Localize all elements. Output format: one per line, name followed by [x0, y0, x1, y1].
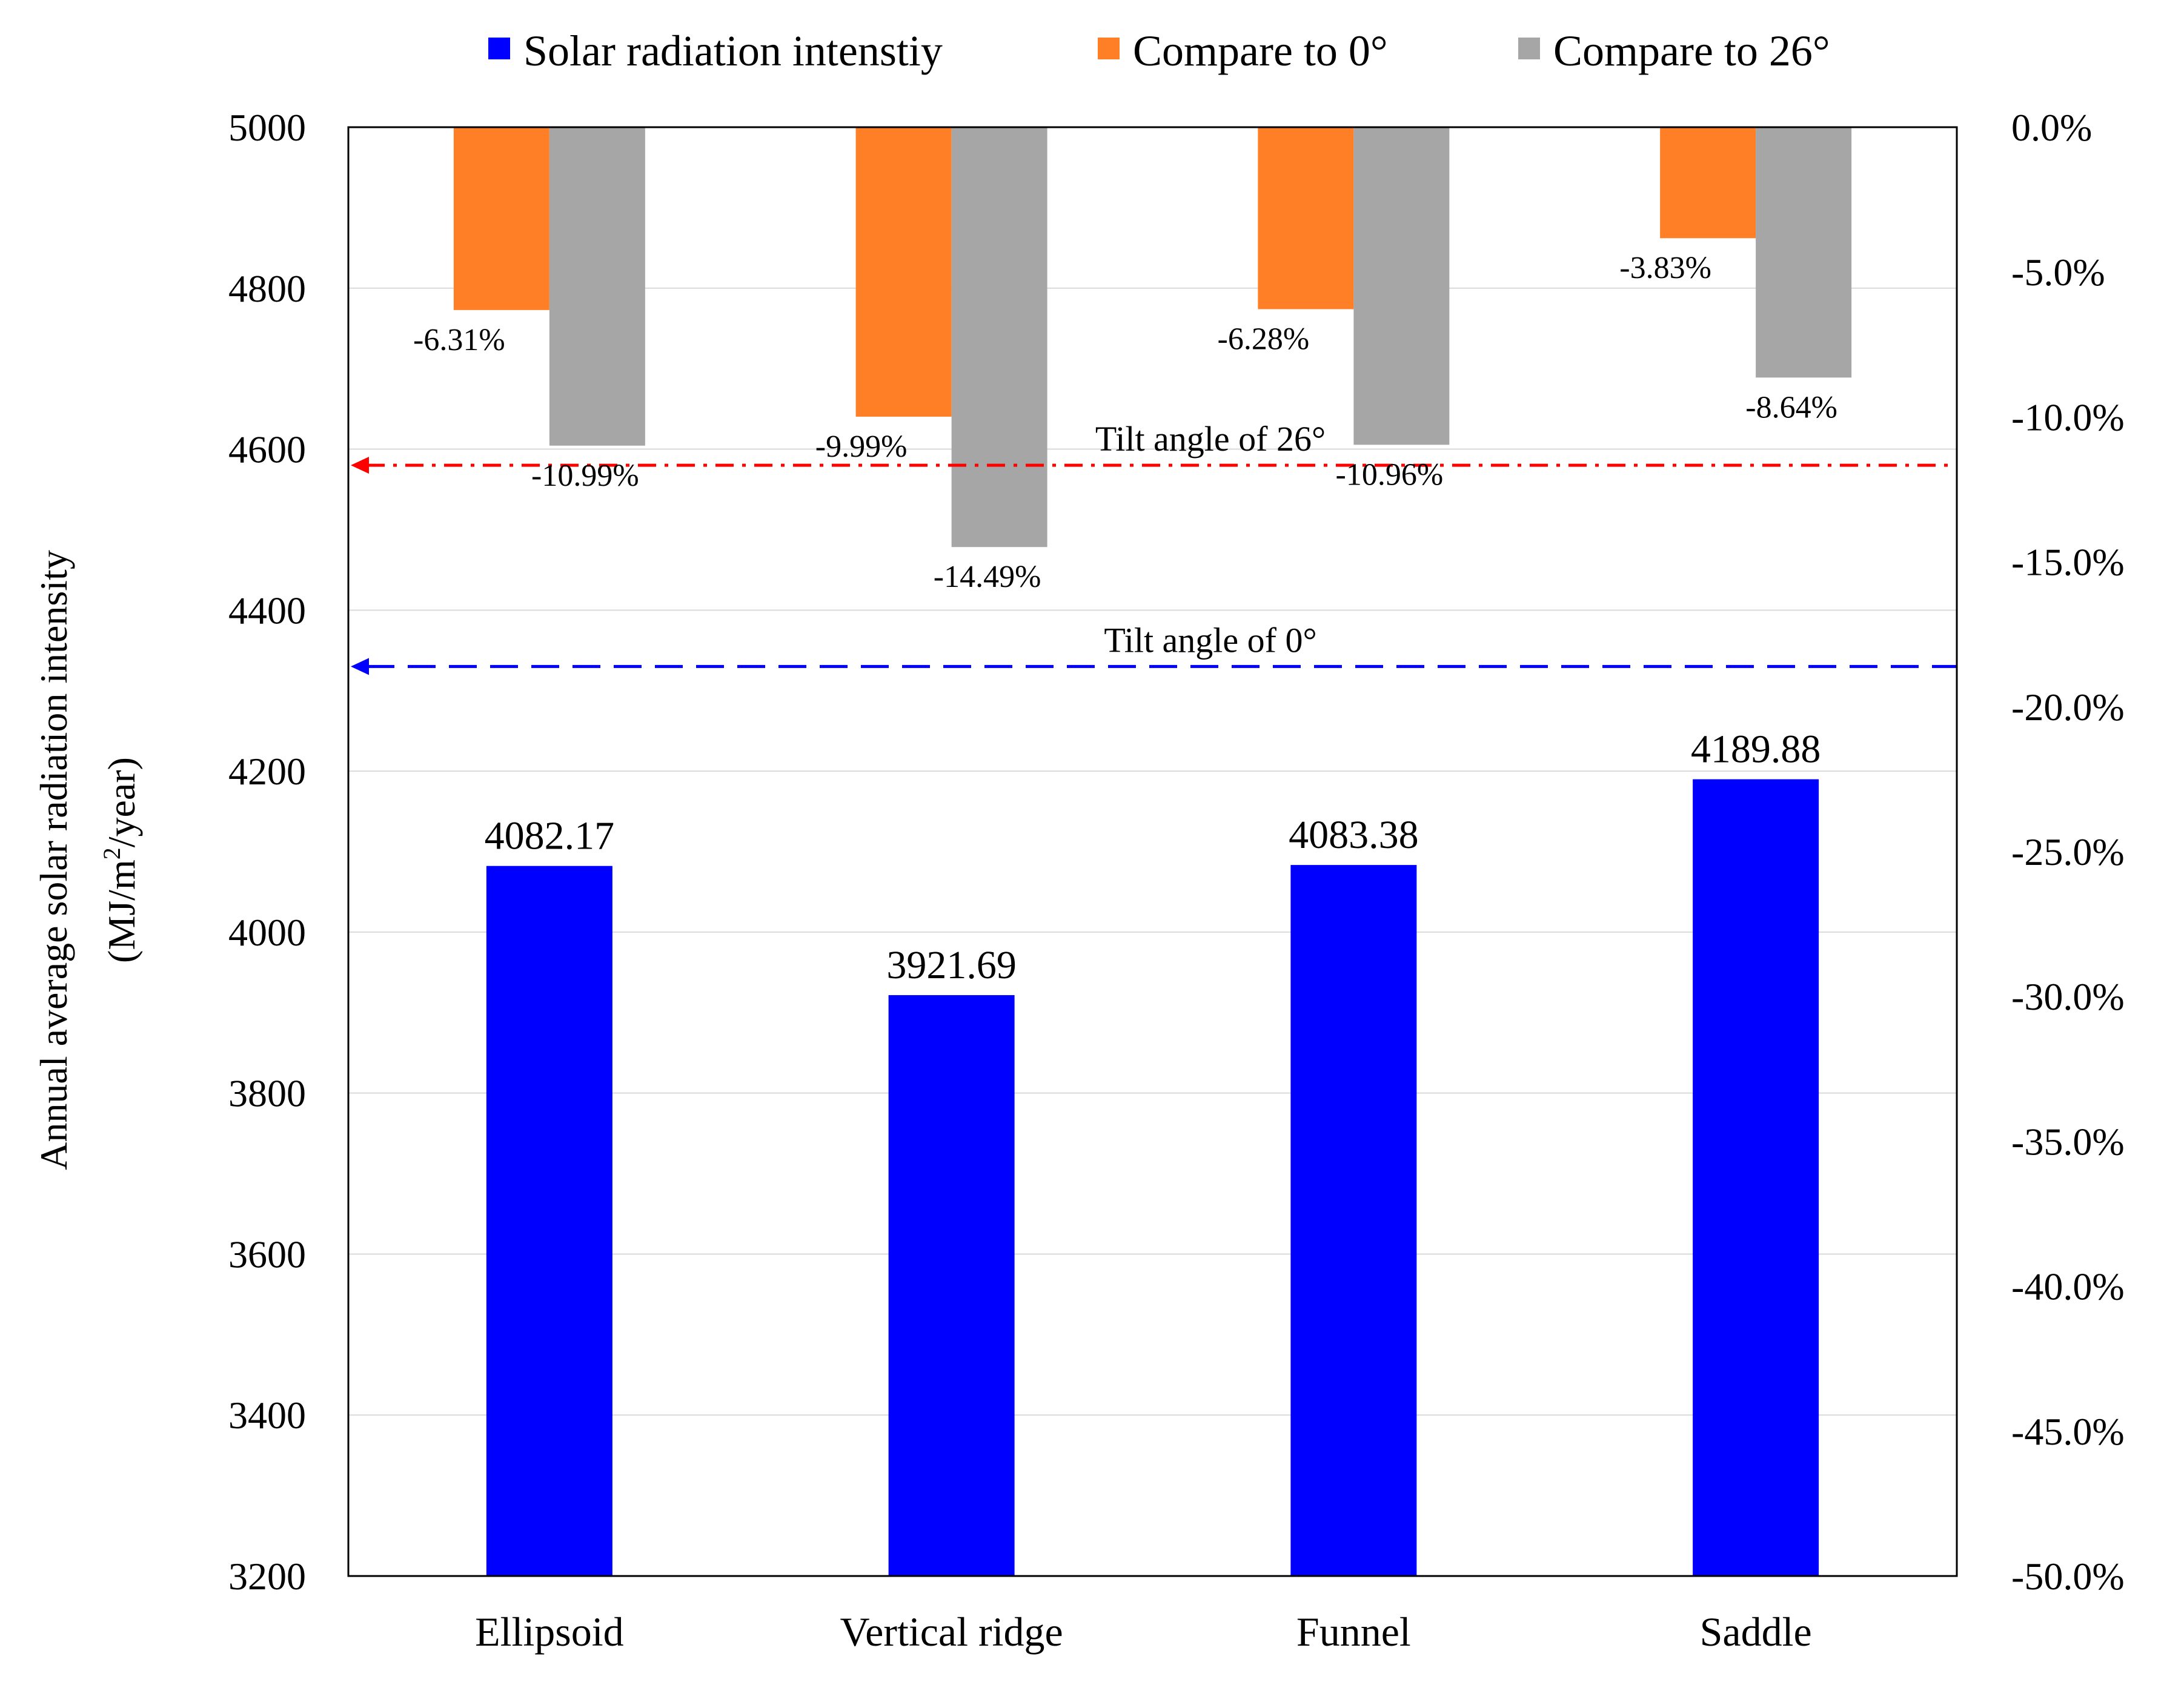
- y-right-tick-label: -25.0%: [2011, 830, 2125, 873]
- y-right-tick-label: -10.0%: [2011, 396, 2125, 439]
- bar-solar-radiation: [1290, 865, 1417, 1576]
- legend-label-solar: Solar radiation intenstiy: [523, 27, 943, 75]
- legend-label-compare-0: Compare to 0°: [1133, 27, 1388, 75]
- pct-label-compare-26: -10.99%: [531, 459, 639, 493]
- y-right-tick-label: -35.0%: [2011, 1120, 2125, 1163]
- bar-compare-26: [1756, 127, 1852, 378]
- bar-compare-26: [951, 127, 1047, 548]
- reference-line-label: Tilt angle of 0°: [1104, 620, 1316, 660]
- value-label-solar: 4189.88: [1691, 727, 1821, 772]
- plot-frame: [347, 126, 1958, 1577]
- y-right-tick-label: -30.0%: [2011, 975, 2125, 1018]
- x-category-label: Ellipsoid: [475, 1609, 624, 1655]
- pct-label-compare-26: -10.96%: [1336, 457, 1444, 492]
- y-left-tick-label: 4200: [228, 750, 306, 793]
- bar-compare-26: [549, 127, 645, 446]
- y-axis-title-unit-a: (MJ/m: [100, 859, 143, 963]
- y-right-tick-label: -40.0%: [2011, 1265, 2125, 1308]
- y-left-tick-label: 3200: [228, 1555, 306, 1598]
- y-axis-title-line2: (MJ/m2/year): [98, 757, 143, 963]
- legend-label-compare-26: Compare to 26°: [1553, 27, 1830, 75]
- y-axis-title-line1: Annual average solar radiation intensity: [32, 550, 75, 1170]
- reference-line-arrowhead: [351, 658, 369, 675]
- x-category-label: Saddle: [1700, 1609, 1812, 1655]
- bar-compare-0: [1660, 127, 1756, 239]
- legend-swatch-compare-0: [1098, 38, 1120, 59]
- legend-swatch-compare-26: [1518, 38, 1540, 59]
- x-category-label: Vertical ridge: [840, 1609, 1063, 1655]
- bar-compare-0: [1258, 127, 1354, 310]
- bar-compare-0: [855, 127, 952, 417]
- y-right-tick-label: -45.0%: [2011, 1410, 2125, 1453]
- y-right-tick-label: -50.0%: [2011, 1555, 2125, 1598]
- reference-line-label: Tilt angle of 26°: [1095, 419, 1326, 459]
- y-right-tick-label: -5.0%: [2011, 251, 2105, 294]
- pct-label-compare-26: -14.49%: [934, 560, 1041, 594]
- pct-label-compare-26: -8.64%: [1745, 390, 1837, 425]
- y-right-tick-label: -15.0%: [2011, 541, 2125, 584]
- bars: [453, 127, 1852, 1576]
- y-left-tick-label: 3400: [228, 1394, 306, 1437]
- legend: Solar radiation intenstiy Compare to 0° …: [488, 27, 1830, 75]
- value-label-solar: 4082.17: [485, 814, 615, 858]
- y-axis-title: Annual average solar radiation intensity…: [32, 550, 143, 1170]
- y-left-tick-label: 4800: [228, 267, 306, 310]
- reference-lines: [351, 457, 1957, 675]
- value-label-solar: 3921.69: [886, 943, 1017, 987]
- y-left-tick-label: 3600: [228, 1233, 306, 1276]
- bar-solar-radiation: [1693, 779, 1819, 1576]
- value-label-solar: 4083.38: [1289, 813, 1419, 857]
- x-category-label: Funnel: [1296, 1609, 1411, 1655]
- y-axis-title-unit-sup: 2: [98, 847, 125, 859]
- pct-label-compare-0: -9.99%: [815, 429, 908, 464]
- y-right-tick-label: -20.0%: [2011, 686, 2125, 729]
- y-left-tick-label: 3800: [228, 1072, 306, 1115]
- gridlines: [348, 287, 1957, 1416]
- bar-solar-radiation: [888, 995, 1015, 1576]
- legend-swatch-solar: [488, 38, 510, 59]
- pct-label-compare-0: -6.31%: [413, 323, 505, 357]
- y-left-tick-label: 4600: [228, 428, 306, 471]
- data-labels: 4082.17 -6.31% -10.99% 3921.69 -9.99% -14.49%…: [413, 251, 1837, 987]
- axes: 3200 3400 3600 3800 4000 4200 4400 4600 4800 5000…: [228, 106, 2125, 1655]
- pct-label-compare-0: -3.83%: [1619, 251, 1711, 285]
- bar-compare-0: [453, 127, 549, 310]
- pct-label-compare-0: -6.28%: [1218, 322, 1310, 356]
- bar-solar-radiation: [486, 866, 612, 1576]
- y-axis-title-unit-b: /year): [100, 757, 143, 847]
- bar-compare-26: [1353, 127, 1450, 445]
- y-left-tick-label: 4400: [228, 589, 306, 632]
- y-left-tick-label: 5000: [228, 106, 306, 149]
- y-right-tick-label: 0.0%: [2011, 106, 2092, 149]
- y-left-tick-label: 4000: [228, 911, 306, 954]
- reference-line-arrowhead: [351, 457, 369, 474]
